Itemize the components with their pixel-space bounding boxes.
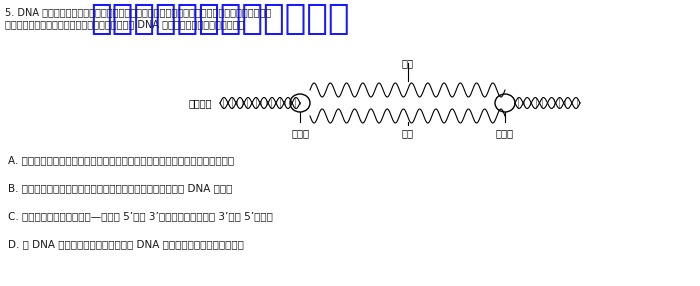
Text: 起点: 起点	[402, 58, 414, 68]
Text: 复制叉: 复制叉	[496, 128, 514, 138]
Text: 起点: 起点	[402, 128, 414, 138]
Text: A. 在复制叉处，氢键的断裂和磷酸二酯键的形成既需要酶的作用又需要能量供应: A. 在复制叉处，氢键的断裂和磷酸二酯键的形成既需要酶的作用又需要能量供应	[8, 155, 234, 165]
Text: 双向复制: 双向复制	[188, 98, 212, 108]
Text: 微信公众号关注：翻找答案: 微信公众号关注：翻找答案	[90, 2, 349, 36]
Text: C. 同一复制叉中的两条子链—条链由 5’端向 3’端延伸，另一条链由 3’端向 5’端延伸: C. 同一复制叉中的两条子链—条链由 5’端向 3’端延伸，另一条链由 3’端向…	[8, 211, 273, 221]
Text: 个相接区称为复制叉，复制叉从复制起点开始沿着 DNA 链向两移动，下列说法错误的是: 个相接区称为复制叉，复制叉从复制起点开始沿着 DNA 链向两移动，下列说法错误的…	[5, 19, 244, 29]
Text: B. 复制开始时，起点会产生两个复制叉，然后朝相反方向沿着 DNA 链移动: B. 复制开始时，起点会产生两个复制叉，然后朝相反方向沿着 DNA 链移动	[8, 183, 232, 193]
Text: 5. DNA 复制过程中，非复制区保持着双链结构，复制区的双螺旋分开，形成两个子代双链，这两: 5. DNA 复制过程中，非复制区保持着双链结构，复制区的双螺旋分开，形成两个子…	[5, 7, 272, 17]
Text: 复制叉: 复制叉	[291, 128, 309, 138]
Text: D. 若 DNA 上出现多个复制叉，可说明 DNA 复制从多个起点开始进行复制: D. 若 DNA 上出现多个复制叉，可说明 DNA 复制从多个起点开始进行复制	[8, 239, 244, 249]
